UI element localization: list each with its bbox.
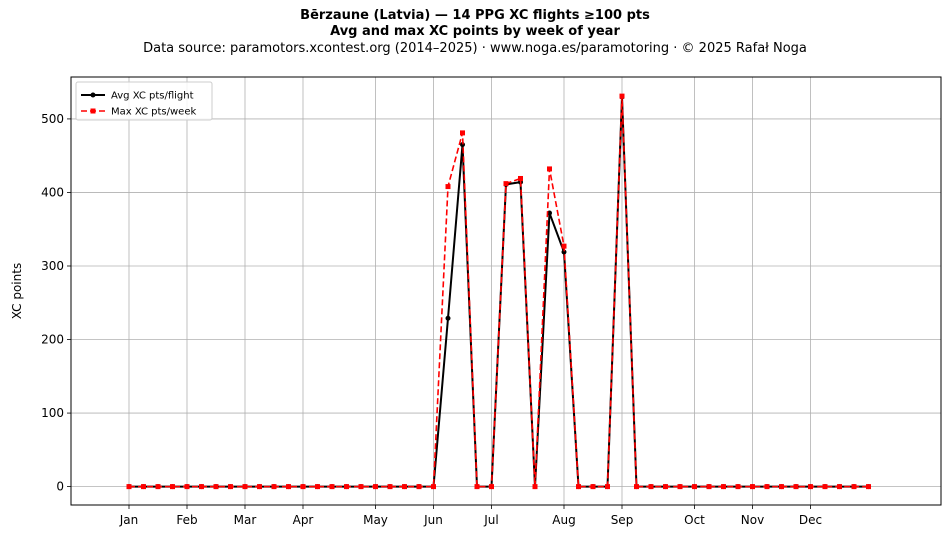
y-axis-label: XC points bbox=[10, 263, 24, 319]
data-point-max bbox=[344, 484, 349, 490]
plot-frame bbox=[70, 76, 942, 506]
data-point-max bbox=[329, 484, 335, 490]
data-point-max bbox=[431, 484, 436, 490]
x-tick-label: Mar bbox=[234, 513, 257, 527]
data-point-max bbox=[692, 484, 697, 490]
data-point-max bbox=[822, 484, 828, 490]
data-point-max bbox=[532, 484, 538, 490]
x-tick-label: Feb bbox=[176, 513, 197, 527]
x-tick-label: Dec bbox=[799, 513, 822, 527]
data-point-max bbox=[779, 484, 784, 490]
data-point-max bbox=[866, 484, 871, 490]
data-point-max bbox=[199, 484, 204, 490]
y-tick-label: 300 bbox=[41, 259, 64, 273]
data-point-max bbox=[793, 484, 799, 490]
chart-titles: Bērzaune (Latvia) — 14 PPG XC flights ≥1… bbox=[0, 8, 950, 58]
x-tick-label: Nov bbox=[741, 513, 764, 527]
y-tick-label: 0 bbox=[56, 480, 64, 494]
data-point-max bbox=[619, 93, 625, 99]
x-tick-label: Oct bbox=[684, 513, 705, 527]
x-tick-label: Jul bbox=[483, 513, 498, 527]
x-tick-label: May bbox=[363, 513, 388, 527]
x-tick-label: Jan bbox=[119, 513, 139, 527]
legend-box bbox=[75, 81, 213, 121]
data-point-max bbox=[503, 181, 509, 187]
data-point-max bbox=[184, 484, 190, 490]
data-point-max bbox=[315, 484, 320, 490]
data-point-avg bbox=[445, 315, 451, 321]
data-point-max bbox=[547, 166, 552, 172]
grid-lines bbox=[71, 77, 941, 505]
chart-subtitle: Avg and max XC points by week of year bbox=[330, 24, 620, 39]
data-point-max bbox=[474, 484, 480, 490]
y-tick-label: 200 bbox=[41, 333, 64, 347]
data-source-line: Data source: paramotors.xcontest.org (20… bbox=[143, 41, 807, 56]
data-point-max bbox=[561, 243, 567, 249]
data-point-max bbox=[242, 484, 248, 490]
y-axis: 0 100 200 300 400 500 bbox=[41, 112, 71, 494]
x-tick-label: Sep bbox=[611, 513, 634, 527]
data-point-max bbox=[677, 484, 683, 490]
data-point-max bbox=[663, 484, 668, 490]
y-tick-label: 500 bbox=[41, 112, 64, 126]
data-point-max bbox=[257, 484, 262, 490]
data-point-max bbox=[286, 484, 291, 490]
data-point-max bbox=[837, 484, 842, 490]
data-point-max bbox=[170, 484, 175, 490]
data-point-max bbox=[213, 484, 219, 490]
data-point-max bbox=[706, 484, 712, 490]
data-point-avg bbox=[460, 142, 465, 148]
data-point-max bbox=[460, 130, 465, 136]
data-point-max bbox=[402, 484, 407, 490]
y-tick-label: 400 bbox=[41, 185, 64, 199]
x-tick-label: Aug bbox=[552, 513, 575, 527]
series-line-0 bbox=[129, 95, 869, 488]
legend-entry-label: Max XC pts/week bbox=[111, 107, 196, 118]
series-group bbox=[126, 93, 871, 490]
x-tick-label: Jun bbox=[423, 513, 443, 527]
data-point-max bbox=[489, 484, 494, 490]
data-point-max bbox=[416, 484, 422, 490]
legend: Avg XC pts/flight Max XC pts/week bbox=[75, 81, 213, 121]
data-point-max bbox=[126, 484, 132, 490]
data-point-max bbox=[141, 484, 146, 490]
data-point-max bbox=[750, 484, 755, 490]
data-point-max bbox=[373, 484, 378, 490]
x-axis: Jan Feb Mar Apr May Jun Jul Aug Sep Oct Nov Dec bbox=[119, 505, 822, 527]
y-tick-label: 100 bbox=[41, 406, 64, 420]
data-point-max bbox=[648, 484, 654, 490]
data-point-max bbox=[271, 484, 277, 490]
data-point-max bbox=[808, 484, 813, 490]
data-point-max bbox=[387, 484, 393, 490]
data-point-max bbox=[851, 484, 857, 490]
series-line-1 bbox=[129, 95, 869, 488]
data-point-max bbox=[228, 484, 233, 490]
data-point-max bbox=[445, 184, 451, 190]
data-point-max bbox=[721, 484, 726, 490]
data-point-max bbox=[764, 484, 770, 490]
data-point-max bbox=[735, 484, 741, 490]
data-point-max bbox=[605, 484, 610, 490]
legend-swatch-marker bbox=[90, 108, 96, 114]
data-point-max bbox=[155, 484, 161, 490]
data-point-max bbox=[358, 484, 364, 490]
legend-swatch-marker bbox=[90, 92, 96, 98]
data-point-max bbox=[300, 484, 306, 490]
data-point-avg bbox=[561, 249, 567, 255]
x-tick-label: Apr bbox=[293, 513, 314, 527]
chart-title: Bērzaune (Latvia) — 14 PPG XC flights ≥1… bbox=[300, 8, 650, 23]
data-point-max bbox=[576, 484, 581, 490]
data-point-max bbox=[634, 484, 639, 490]
legend-entry-label: Avg XC pts/flight bbox=[111, 91, 194, 102]
data-point-max bbox=[590, 484, 596, 490]
data-point-max bbox=[518, 175, 523, 181]
